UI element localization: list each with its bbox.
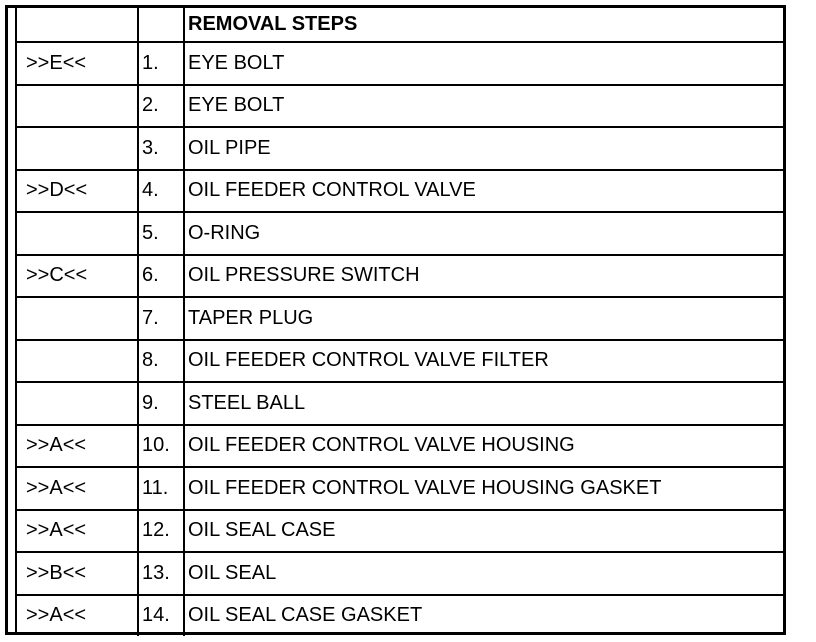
removal-steps-table-frame: REMOVAL STEPS >>E<< 1. EYE BOLT 2. EYE BOLT 3… xyxy=(5,5,786,636)
step-number: 5. xyxy=(137,211,185,256)
ref-cell xyxy=(17,296,139,341)
step-name: OIL PRESSURE SWITCH xyxy=(183,253,783,298)
table-row: >>A<< 14. OIL SEAL CASE GASKET xyxy=(17,593,783,636)
left-inner-rule xyxy=(15,8,17,632)
ref-cell: >>A<< xyxy=(17,423,139,468)
ref-cell: >>A<< xyxy=(17,508,139,553)
step-number: 3. xyxy=(137,126,185,171)
table-row: 8. OIL FEEDER CONTROL VALVE FILTER xyxy=(17,338,783,383)
step-number: 14. xyxy=(137,593,185,636)
ref-cell: >>B<< xyxy=(17,551,139,596)
step-number: 11. xyxy=(137,466,185,511)
step-number: 8. xyxy=(137,338,185,383)
ref-cell xyxy=(17,126,139,171)
ref-cell xyxy=(17,83,139,128)
step-name: OIL FEEDER CONTROL VALVE HOUSING GASKET xyxy=(183,466,783,511)
step-number: 13. xyxy=(137,551,185,596)
step-name: OIL FEEDER CONTROL VALVE FILTER xyxy=(183,338,783,383)
step-number: 10. xyxy=(137,423,185,468)
table-row: >>A<< 11. OIL FEEDER CONTROL VALVE HOUSING… xyxy=(17,466,783,511)
table-row: 2. EYE BOLT xyxy=(17,83,783,128)
step-name: EYE BOLT xyxy=(183,41,783,86)
ref-cell: >>E<< xyxy=(17,41,139,86)
table-row: 5. O-RING xyxy=(17,211,783,256)
table-row: >>D<< 4. OIL FEEDER CONTROL VALVE xyxy=(17,168,783,213)
step-name: O-RING xyxy=(183,211,783,256)
ref-cell xyxy=(17,381,139,426)
step-number: 6. xyxy=(137,253,185,298)
table-row: >>C<< 6. OIL PRESSURE SWITCH xyxy=(17,253,783,298)
table-row: 7. TAPER PLUG xyxy=(17,296,783,341)
step-number: 2. xyxy=(137,83,185,128)
step-number: 9. xyxy=(137,381,185,426)
step-number: 7. xyxy=(137,296,185,341)
step-name: OIL PIPE xyxy=(183,126,783,171)
table-row: >>E<< 1. EYE BOLT xyxy=(17,41,783,86)
step-number: 1. xyxy=(137,41,185,86)
ref-cell: >>C<< xyxy=(17,253,139,298)
header-ref xyxy=(17,8,139,43)
step-name: EYE BOLT xyxy=(183,83,783,128)
step-name: OIL SEAL xyxy=(183,551,783,596)
step-name: OIL SEAL CASE GASKET xyxy=(183,593,783,636)
table-row: >>A<< 12. OIL SEAL CASE xyxy=(17,508,783,553)
table-row: 9. STEEL BALL xyxy=(17,381,783,426)
ref-cell xyxy=(17,211,139,256)
ref-cell xyxy=(17,338,139,383)
step-name: OIL SEAL CASE xyxy=(183,508,783,553)
header-num xyxy=(137,8,185,43)
step-name: STEEL BALL xyxy=(183,381,783,426)
table-row: >>B<< 13. OIL SEAL xyxy=(17,551,783,596)
step-name: OIL FEEDER CONTROL VALVE xyxy=(183,168,783,213)
step-name: OIL FEEDER CONTROL VALVE HOUSING xyxy=(183,423,783,468)
ref-cell: >>A<< xyxy=(17,466,139,511)
table-row: >>A<< 10. OIL FEEDER CONTROL VALVE HOUSING xyxy=(17,423,783,468)
removal-steps-table: REMOVAL STEPS >>E<< 1. EYE BOLT 2. EYE BOLT 3… xyxy=(17,8,783,636)
ref-cell: >>A<< xyxy=(17,593,139,636)
ref-cell: >>D<< xyxy=(17,168,139,213)
step-number: 12. xyxy=(137,508,185,553)
step-number: 4. xyxy=(137,168,185,213)
header-removal-steps: REMOVAL STEPS xyxy=(183,8,783,43)
step-name: TAPER PLUG xyxy=(183,296,783,341)
header-row: REMOVAL STEPS xyxy=(17,8,783,43)
table-row: 3. OIL PIPE xyxy=(17,126,783,171)
